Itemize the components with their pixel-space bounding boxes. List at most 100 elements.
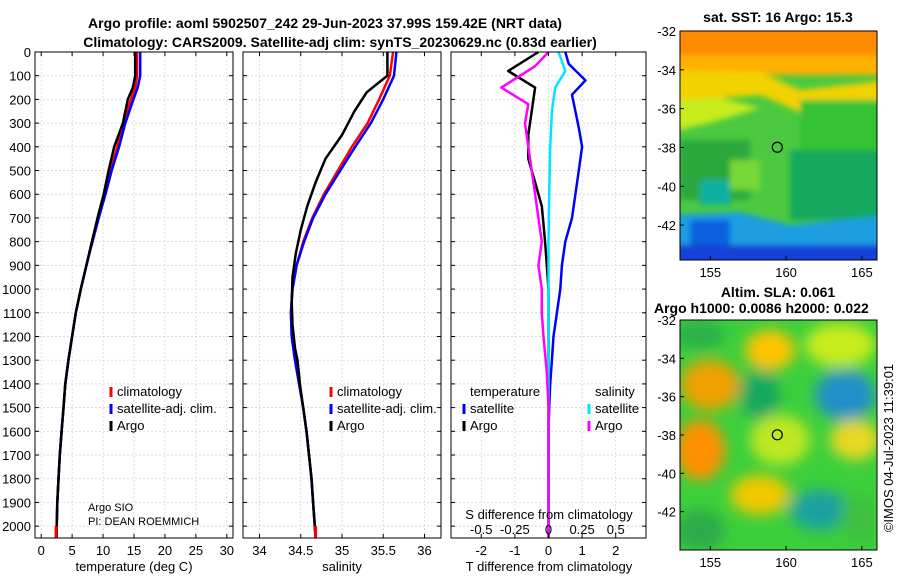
- argo-location-marker: [771, 429, 783, 441]
- legend-temperature-title: temperature: [470, 384, 540, 399]
- y-tick-label: 1700: [2, 448, 31, 463]
- y-tick-label: 300: [9, 116, 31, 131]
- y-tick-label: 400: [9, 140, 31, 155]
- y-tick-label: -38: [657, 140, 676, 155]
- x-tick-label: 35.5: [371, 543, 396, 558]
- y-tick-label: 900: [9, 258, 31, 273]
- difference-panel: -2 -1 0 1 2 -0.5 -0.25 0 0.25 0.5 T difference fr…: [450, 50, 647, 574]
- y-tick-label: -34: [657, 63, 676, 78]
- temperature-ticks: 0100200300400500600700800900100011001200…: [2, 45, 234, 558]
- x-tick-label: 35: [335, 543, 349, 558]
- x-tick-label-top: -0.25: [500, 522, 530, 537]
- y-tick-label: 1900: [2, 495, 31, 510]
- sla-marker: [771, 429, 783, 441]
- difference-ticks: -2 -1 0 1 2 -0.5 -0.25 0 0.25 0.5: [451, 51, 646, 558]
- sla-map-subtitle: Argo h1000: 0.0086 h2000: 0.022: [654, 300, 869, 316]
- y-tick-label: 100: [9, 69, 31, 84]
- sst-frame: [679, 30, 878, 261]
- x-tick-label: 0: [38, 543, 45, 558]
- salinity-ticks: 34 34.5 35 35.5 36: [243, 51, 441, 558]
- y-tick-label: 200: [9, 92, 31, 107]
- float-pi: PI: DEAN ROEMMICH: [88, 516, 199, 528]
- x-tick-label: 30: [220, 543, 234, 558]
- salinity-panel: 34 34.5 35 35.5 36 salinity climatology sate…: [242, 51, 442, 574]
- x-tick-label: 1: [579, 543, 586, 558]
- difference-xlabel: T difference from climatology: [466, 559, 633, 574]
- y-tick-label: -36: [657, 390, 676, 405]
- difference-series: [500, 50, 587, 538]
- y-tick-label: -40: [657, 179, 676, 194]
- y-tick-label: 500: [9, 164, 31, 179]
- x-tick-label: 2: [612, 543, 619, 558]
- legend-climatology: climatology: [337, 384, 403, 399]
- float-owner: Argo SIO: [88, 502, 134, 514]
- series-line-temperature-satellite: [547, 51, 587, 538]
- y-tick-label: -38: [657, 428, 676, 443]
- sla-field: [680, 320, 877, 550]
- watermark: ©IMOS 04-Jul-2023 11:39:01: [881, 364, 896, 532]
- series-line-temperature-argo: [506, 50, 550, 538]
- legend-s-argo: Argo: [595, 418, 622, 433]
- y-tick-label: 0: [24, 45, 31, 60]
- sla-ticks: 155 160 165 -32 -34 -36 -38 -40 -42: [657, 313, 872, 570]
- x-tick-label: 160: [775, 265, 797, 280]
- y-tick-label: 1000: [2, 282, 31, 297]
- x-tick-label-top: 0.25: [569, 522, 594, 537]
- x-tick-label: 0: [545, 543, 552, 558]
- x-tick-label: -2: [475, 543, 487, 558]
- legend-argo: Argo: [117, 418, 144, 433]
- x-tick-label: 15: [127, 543, 141, 558]
- x-tick-label: 36: [417, 543, 431, 558]
- x-tick-label: 34: [252, 543, 266, 558]
- legend-t-satellite: satellite: [470, 401, 514, 416]
- difference-legend: temperature salinity satellite Argo sate…: [462, 384, 639, 433]
- salinity-grid: [243, 51, 441, 538]
- y-tick-label: 1600: [2, 424, 31, 439]
- x-tick-label: 165: [851, 555, 873, 570]
- series-line-salinity-satellite: [547, 51, 567, 538]
- y-tick-label: 1500: [2, 401, 31, 416]
- y-tick-label: 1300: [2, 353, 31, 368]
- temperature-series: [54, 52, 142, 539]
- difference-xlabel-top: S difference from climatology: [465, 507, 633, 522]
- y-tick-label: 2000: [2, 519, 31, 534]
- x-tick-label: 160: [775, 555, 797, 570]
- x-tick-label: 5: [69, 543, 76, 558]
- y-tick-label: 800: [9, 235, 31, 250]
- y-tick-label: -34: [657, 351, 676, 366]
- legend-satellite: satellite-adj. clim.: [337, 401, 437, 416]
- legend-salinity-title: salinity: [595, 384, 635, 399]
- x-tick-label-top: 0.5: [607, 522, 625, 537]
- sst-map-panel: sat. SST: 16 Argo: 15.3 155 160 165 -32 -34 -…: [657, 9, 878, 280]
- y-tick-label: 700: [9, 211, 31, 226]
- sst-marker: [771, 141, 783, 153]
- x-tick-label: 155: [699, 555, 721, 570]
- x-tick-label-top: 0: [545, 522, 552, 537]
- x-tick-label: 25: [189, 543, 203, 558]
- figure-subtitle: Climatology: CARS2009. Satellite-adj cli…: [83, 34, 597, 50]
- x-tick-label: 165: [851, 265, 873, 280]
- figure-title: Argo profile: aoml 5902507_242 29-Jun-20…: [88, 15, 562, 31]
- y-tick-label: -32: [657, 313, 676, 328]
- sst-field: [680, 31, 877, 260]
- series-line-argo: [55, 52, 137, 538]
- sst-ticks: 155 160 165 -32 -34 -36 -38 -40 -42: [657, 24, 872, 280]
- temperature-legend: climatology satellite-adj. clim. Argo: [109, 384, 217, 433]
- x-tick-label: 20: [158, 543, 172, 558]
- x-tick-label: 10: [96, 543, 110, 558]
- legend-satellite: satellite-adj. clim.: [117, 401, 217, 416]
- temperature-panel: 0100200300400500600700800900100011001200…: [2, 45, 234, 574]
- salinity-xlabel: salinity: [322, 559, 362, 574]
- x-tick-label: 34.5: [288, 543, 313, 558]
- y-tick-label: 1100: [3, 306, 31, 321]
- y-tick-label: 1200: [2, 329, 31, 344]
- x-tick-label: -1: [509, 543, 521, 558]
- sla-map-title: Altim. SLA: 0.061: [721, 284, 836, 300]
- x-tick-label: 155: [699, 265, 721, 280]
- y-tick-label: -36: [657, 102, 676, 117]
- argo-location-marker: [771, 141, 783, 153]
- salinity-series: [289, 51, 398, 539]
- x-tick-label-top: -0.5: [470, 522, 492, 537]
- salinity-legend: climatology satellite-adj. clim. Argo: [329, 384, 437, 433]
